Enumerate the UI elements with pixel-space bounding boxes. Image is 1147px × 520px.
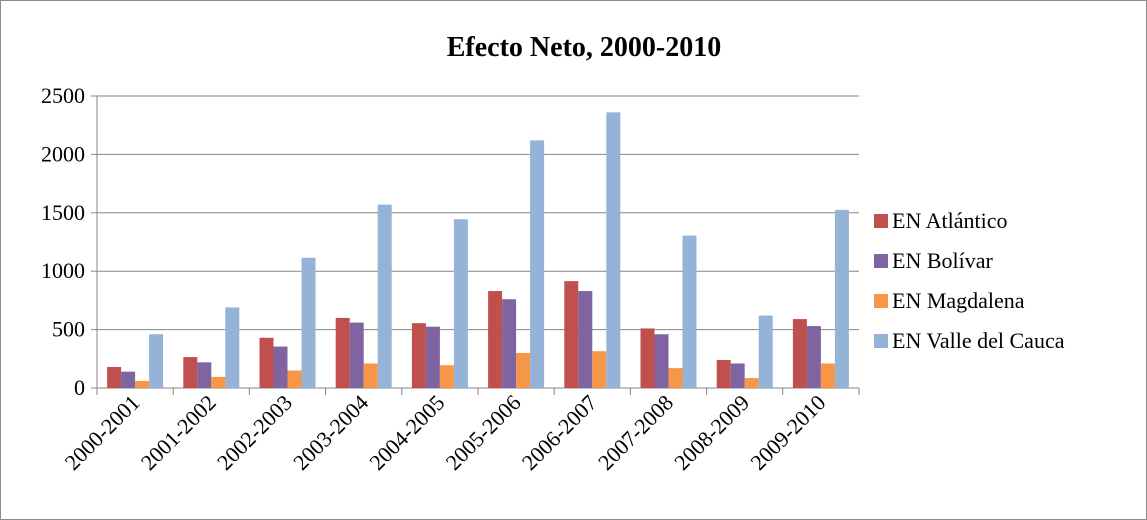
y-tick-label: 500: [52, 317, 85, 342]
bar: [606, 112, 621, 389]
legend-label: EN Valle del Cauca: [892, 328, 1065, 353]
y-tick-label: 0: [74, 375, 85, 400]
y-tick-label: 2000: [41, 141, 85, 166]
bar: [439, 365, 454, 388]
legend-label: EN Atlántico: [892, 208, 1007, 233]
x-tick-label: 2000-2001: [60, 390, 145, 475]
bars: [107, 112, 849, 389]
bar: [792, 319, 807, 388]
bar: [149, 334, 164, 388]
legend-swatch: [874, 254, 888, 268]
bar: [744, 378, 759, 388]
bar: [225, 307, 240, 388]
x-tick-label: 2001-2002: [136, 390, 221, 475]
chart-title: Efecto Neto, 2000-2010: [447, 32, 721, 63]
bar: [183, 357, 198, 388]
y-tick-label: 2500: [41, 83, 85, 108]
legend-swatch: [874, 334, 888, 348]
bar: [377, 204, 392, 388]
bar: [820, 363, 835, 388]
bar: [530, 140, 545, 388]
bar: [716, 359, 731, 388]
y-axis-ticks: 0 500 1000 1500 2000 2500: [41, 83, 97, 400]
bar: [592, 351, 607, 388]
legend-swatch: [874, 294, 888, 308]
bar: [758, 315, 773, 388]
legend-swatch: [874, 214, 888, 228]
x-tick-label: 2006-2007: [517, 390, 602, 475]
bar: [197, 362, 212, 388]
bar: [640, 328, 655, 388]
bar: [273, 346, 288, 388]
bar: [301, 257, 316, 388]
bar: [107, 366, 122, 388]
bar: [349, 322, 364, 388]
gridlines: [96, 95, 859, 389]
bar: [211, 376, 226, 388]
bar: [502, 299, 517, 388]
bar: [363, 363, 378, 388]
x-tick-label: 2002-2003: [212, 390, 297, 475]
bar: [453, 219, 468, 388]
x-tick-label: 2009-2010: [745, 390, 830, 475]
bar: [668, 368, 683, 388]
y-tick-label: 1000: [41, 258, 85, 283]
x-axis-ticks: 2000-20012001-20022002-20032003-20042004…: [60, 388, 860, 475]
bar: [516, 352, 531, 388]
x-tick-label: 2003-2004: [288, 390, 373, 475]
bar: [564, 281, 579, 388]
bar: [730, 363, 745, 388]
x-tick-label: 2008-2009: [669, 390, 754, 475]
bar: [121, 371, 136, 388]
bar: [287, 370, 302, 388]
y-tick-label: 1500: [41, 200, 85, 225]
legend-label: EN Bolívar: [892, 248, 993, 273]
legend-label: EN Magdalena: [892, 288, 1025, 313]
bar: [806, 326, 821, 388]
bar: [578, 291, 593, 388]
bar: [834, 209, 849, 388]
bar: [411, 323, 426, 388]
bar: [488, 291, 503, 388]
x-tick-label: 2007-2008: [593, 390, 678, 475]
bar: [135, 380, 150, 388]
x-tick-label: 2004-2005: [364, 390, 449, 475]
bar: [335, 317, 350, 388]
legend: EN Atlántico EN Bolívar EN Magdalena EN Val…: [874, 208, 1065, 353]
x-tick-label: 2005-2006: [441, 390, 526, 475]
bar: [425, 326, 440, 388]
bar: [259, 337, 274, 388]
bar: [682, 235, 697, 388]
bar: [654, 334, 669, 388]
